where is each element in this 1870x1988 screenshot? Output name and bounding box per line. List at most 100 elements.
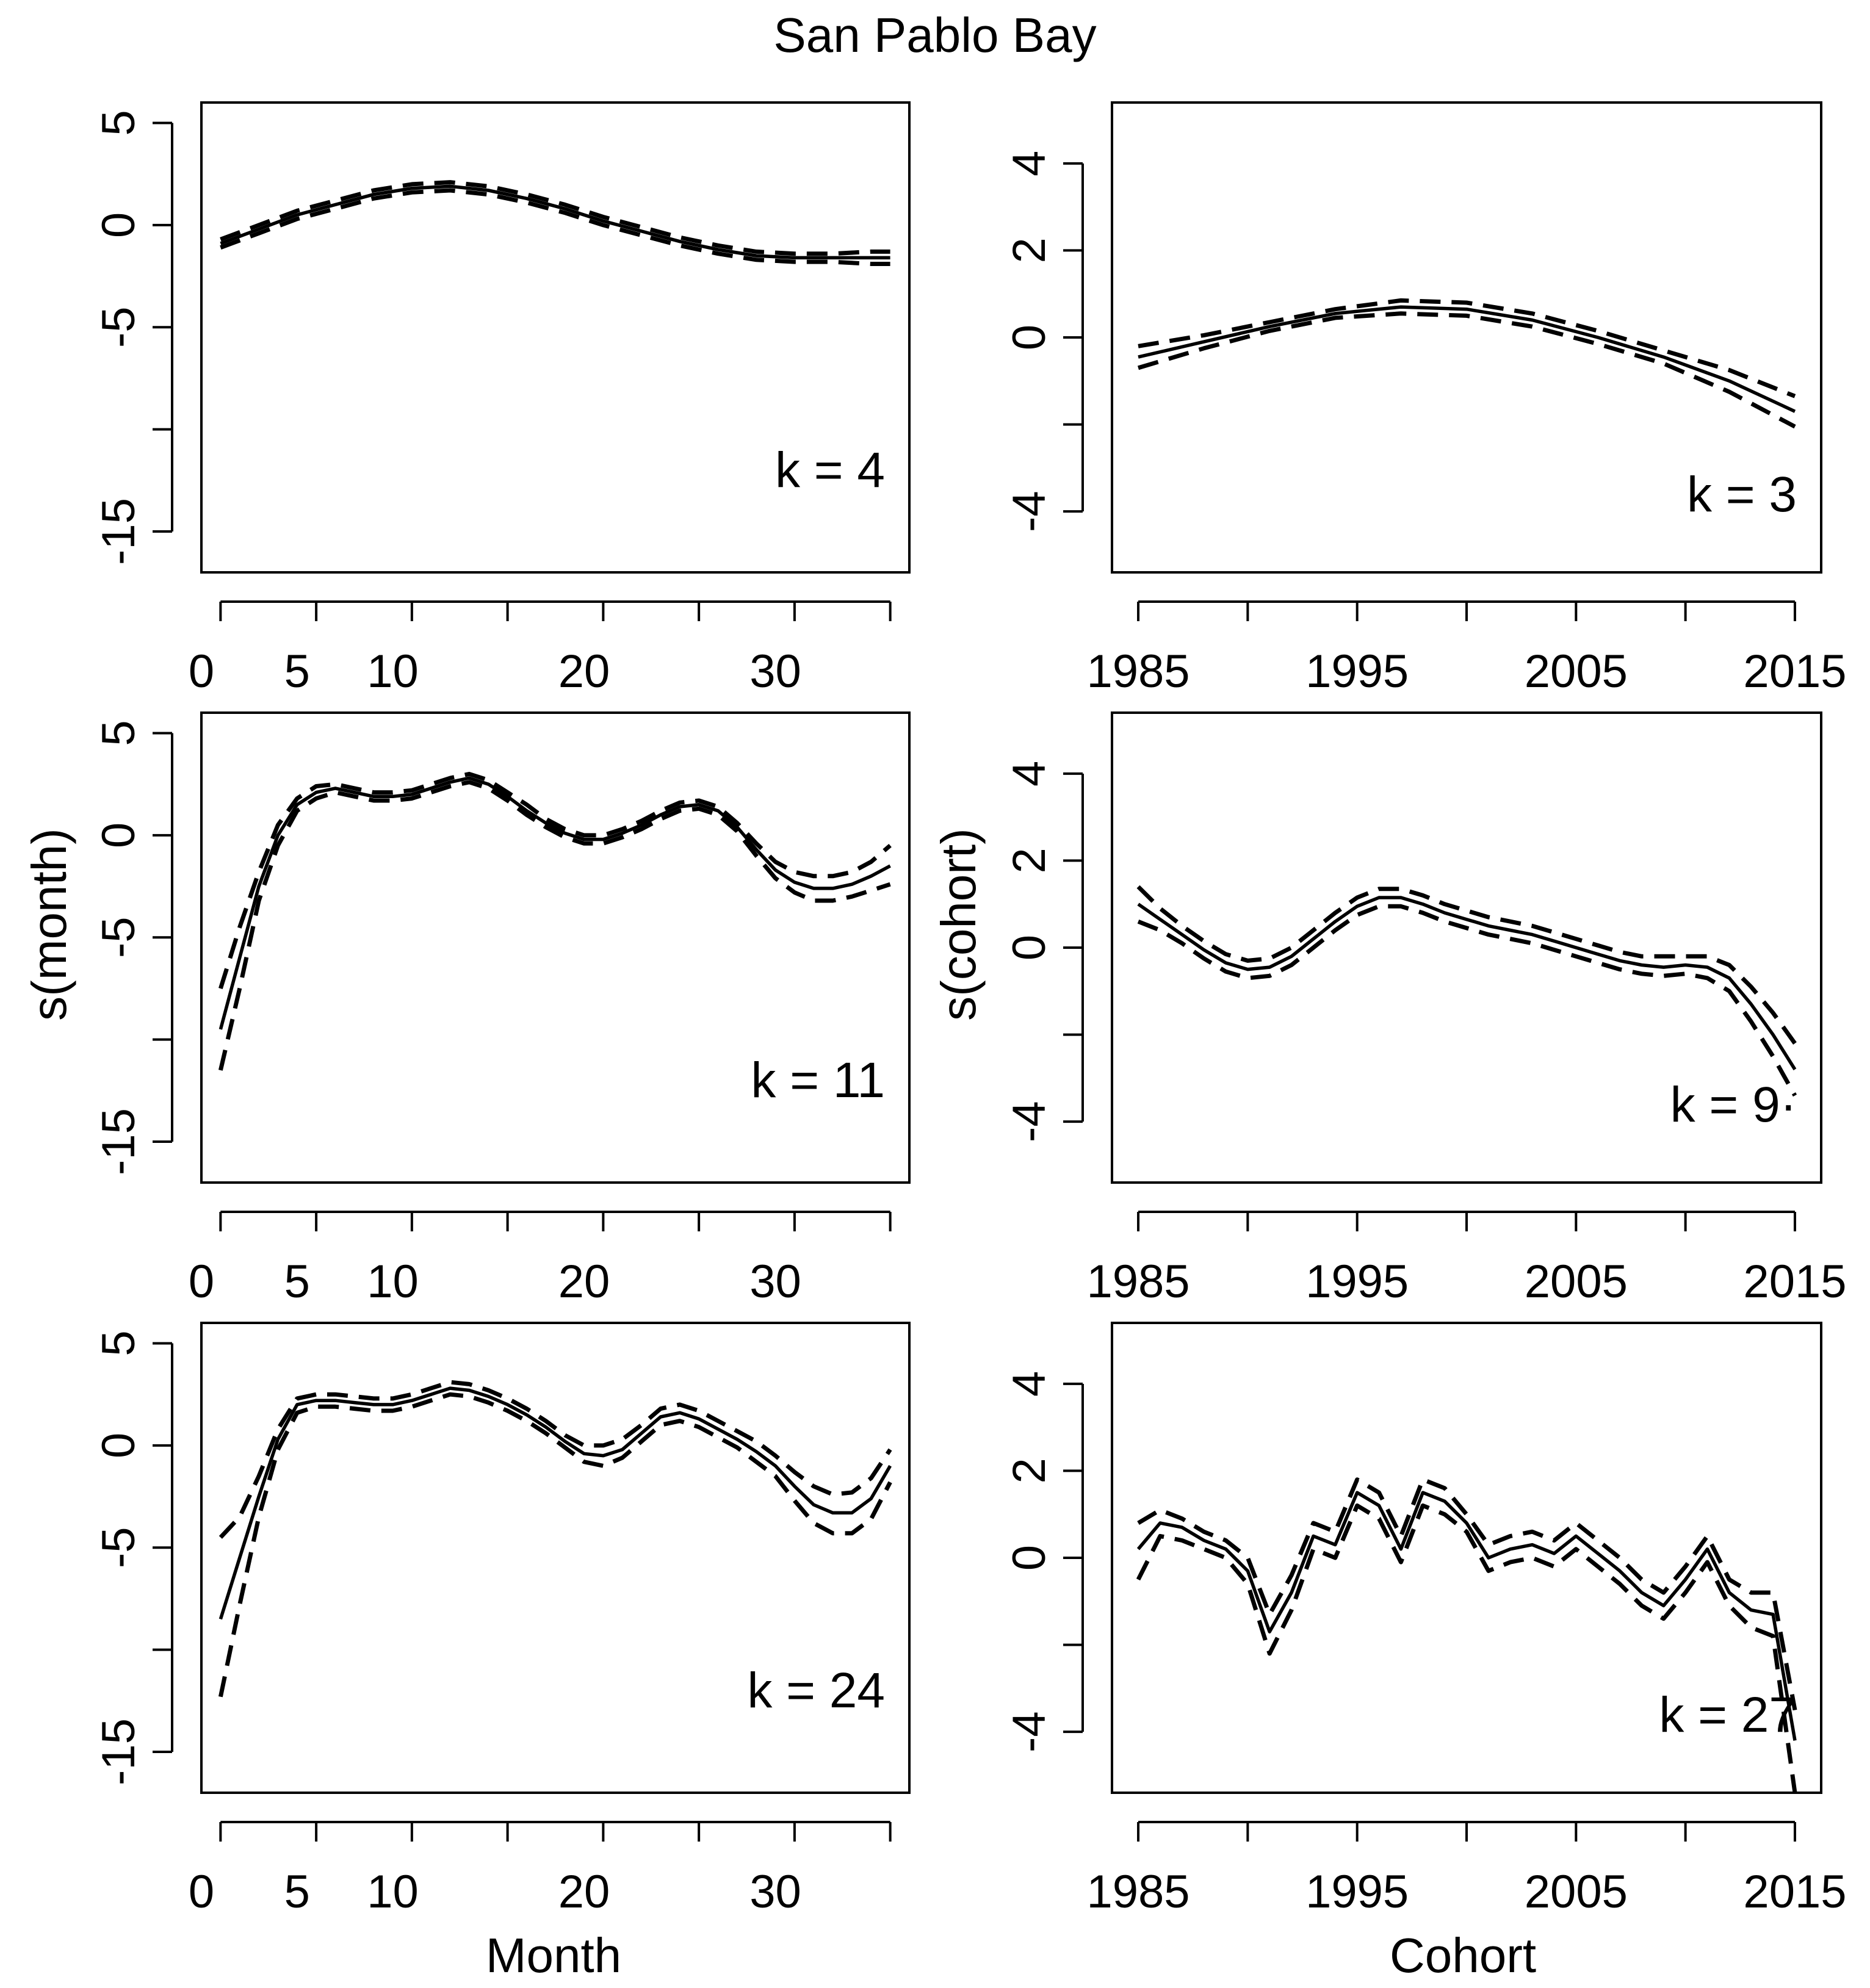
y-tick-label: -5 (93, 1527, 145, 1568)
plot-frame (1111, 101, 1822, 574)
x-tick-label: 30 (749, 1866, 801, 1918)
k-label: k = 9· (1670, 1077, 1797, 1133)
x-tick-label: 20 (558, 1866, 610, 1918)
x-tick-label: 0 (189, 1866, 214, 1918)
confidence-band-upper (1136, 885, 1797, 1045)
x-tick-label: 2005 (1525, 1866, 1628, 1918)
plot-frame (200, 1322, 911, 1794)
fitted-smooth-line (1138, 305, 1796, 413)
panel-month-k24: 0 5 10 20 30 5 0 -5 -15 k = 24 (93, 1322, 911, 1918)
cohort-x-axis-title: Cohort (1390, 1928, 1536, 1983)
confidence-band-lower (218, 1392, 892, 1698)
plot-frame (1111, 711, 1822, 1184)
x-tick-label: 0 (189, 1256, 214, 1308)
x-tick-label: 5 (284, 1866, 310, 1918)
x-tick-label: 1985 (1086, 1256, 1190, 1308)
fitted-smooth-line (1137, 896, 1797, 1071)
y-tick-label: 0 (1003, 935, 1055, 960)
y-tick-label: 2 (1003, 1458, 1055, 1483)
confidence-band-lower (1136, 1503, 1797, 1793)
month-y-axis-title: s(month) (22, 828, 76, 1021)
x-tick-label: 20 (558, 646, 610, 697)
x-tick-label: 2005 (1525, 646, 1628, 697)
confidence-band-upper (1137, 1477, 1797, 1711)
y-tick-label: 4 (1003, 151, 1055, 176)
panel-month-k4: 0 5 10 20 30 5 0 -5 -15 k = 4 (93, 101, 911, 697)
series-group (218, 771, 892, 1071)
panel-cohort-k9: 1985 1995 2005 2015 4 2 0 -4 k = 9· (1003, 711, 1847, 1308)
confidence-band-upper (218, 771, 892, 990)
y-tick-label: 0 (1003, 325, 1055, 350)
k-label: k = 11 (751, 1053, 885, 1108)
x-tick-label: 2015 (1743, 1256, 1846, 1308)
y-tick-label: -15 (93, 1718, 145, 1785)
cohort-y-axis-title: s(cohort) (931, 828, 986, 1021)
month-x-axis-title: Month (486, 1928, 621, 1983)
y-tick-label: -4 (1003, 1101, 1055, 1142)
y-tick-label: -15 (93, 1108, 145, 1175)
confidence-band-upper (220, 180, 890, 256)
plot-frame (200, 711, 911, 1184)
series-group (1136, 1477, 1797, 1793)
panel-cohort-k27: 1985 1995 2005 2015 4 2 0 -4 k = 27 (1003, 1322, 1847, 1918)
y-tick-label: -5 (93, 917, 145, 958)
y-tick-label: 5 (93, 1330, 145, 1356)
confidence-band-upper (218, 1380, 892, 1539)
k-label: k = 27 (1659, 1687, 1797, 1743)
fitted-smooth-line (1136, 1491, 1797, 1741)
y-tick-label: 0 (93, 823, 145, 848)
y-tick-label: 5 (93, 720, 145, 746)
x-tick-label: 1995 (1305, 1256, 1409, 1308)
x-tick-label: 5 (284, 646, 310, 697)
x-tick-label: 2015 (1743, 646, 1846, 697)
y-tick-label: 2 (1003, 848, 1055, 873)
confidence-band-lower (1137, 311, 1796, 429)
fitted-smooth-line (218, 776, 891, 1030)
series-group (218, 1380, 892, 1698)
confidence-band-lower (1137, 904, 1797, 1097)
y-tick-label: 0 (1003, 1545, 1055, 1571)
y-tick-label: -4 (1003, 491, 1055, 532)
x-tick-label: 10 (367, 1256, 419, 1308)
panel-cohort-k3: 1985 1995 2005 2015 4 2 0 -4 k = 3 (1003, 101, 1847, 697)
x-tick-label: 20 (558, 1256, 610, 1308)
series-group (1137, 298, 1796, 429)
y-tick-label: -4 (1003, 1711, 1055, 1752)
series-group (1136, 885, 1797, 1097)
y-tick-label: -15 (93, 498, 145, 565)
confidence-band-upper (1138, 298, 1796, 398)
k-label: k = 24 (747, 1663, 885, 1718)
x-tick-label: 1995 (1305, 646, 1409, 697)
x-tick-label: 1985 (1086, 646, 1190, 697)
x-tick-label: 1995 (1305, 1866, 1409, 1918)
y-tick-label: 0 (93, 212, 145, 238)
x-tick-label: 0 (189, 646, 214, 697)
panel-month-k11: 0 5 10 20 30 5 0 -5 -15 k = 11 (93, 711, 911, 1308)
fitted-smooth-line (220, 184, 890, 260)
x-tick-label: 5 (284, 1256, 310, 1308)
confidence-band-lower (218, 780, 891, 1071)
y-tick-label: 4 (1003, 761, 1055, 787)
plot-frame (1111, 1322, 1822, 1794)
y-tick-label: 5 (93, 110, 145, 135)
x-tick-label: 2005 (1525, 1256, 1628, 1308)
x-tick-label: 1985 (1086, 1866, 1190, 1918)
confidence-band-lower (220, 188, 890, 266)
y-tick-label: 2 (1003, 237, 1055, 263)
fitted-smooth-line (218, 1386, 892, 1620)
x-tick-label: 30 (749, 646, 801, 697)
x-tick-label: 30 (749, 1256, 801, 1308)
x-tick-label: 10 (367, 1866, 419, 1918)
figure-title: San Pablo Bay (773, 8, 1096, 62)
x-tick-label: 10 (367, 646, 419, 697)
y-tick-label: 0 (93, 1433, 145, 1458)
series-group (220, 180, 890, 266)
y-tick-label: 4 (1003, 1371, 1055, 1397)
k-label: k = 4 (775, 442, 885, 498)
k-label: k = 3 (1687, 467, 1797, 522)
y-tick-label: -5 (93, 306, 145, 348)
plot-frame (200, 101, 911, 574)
x-tick-label: 2015 (1743, 1866, 1846, 1918)
